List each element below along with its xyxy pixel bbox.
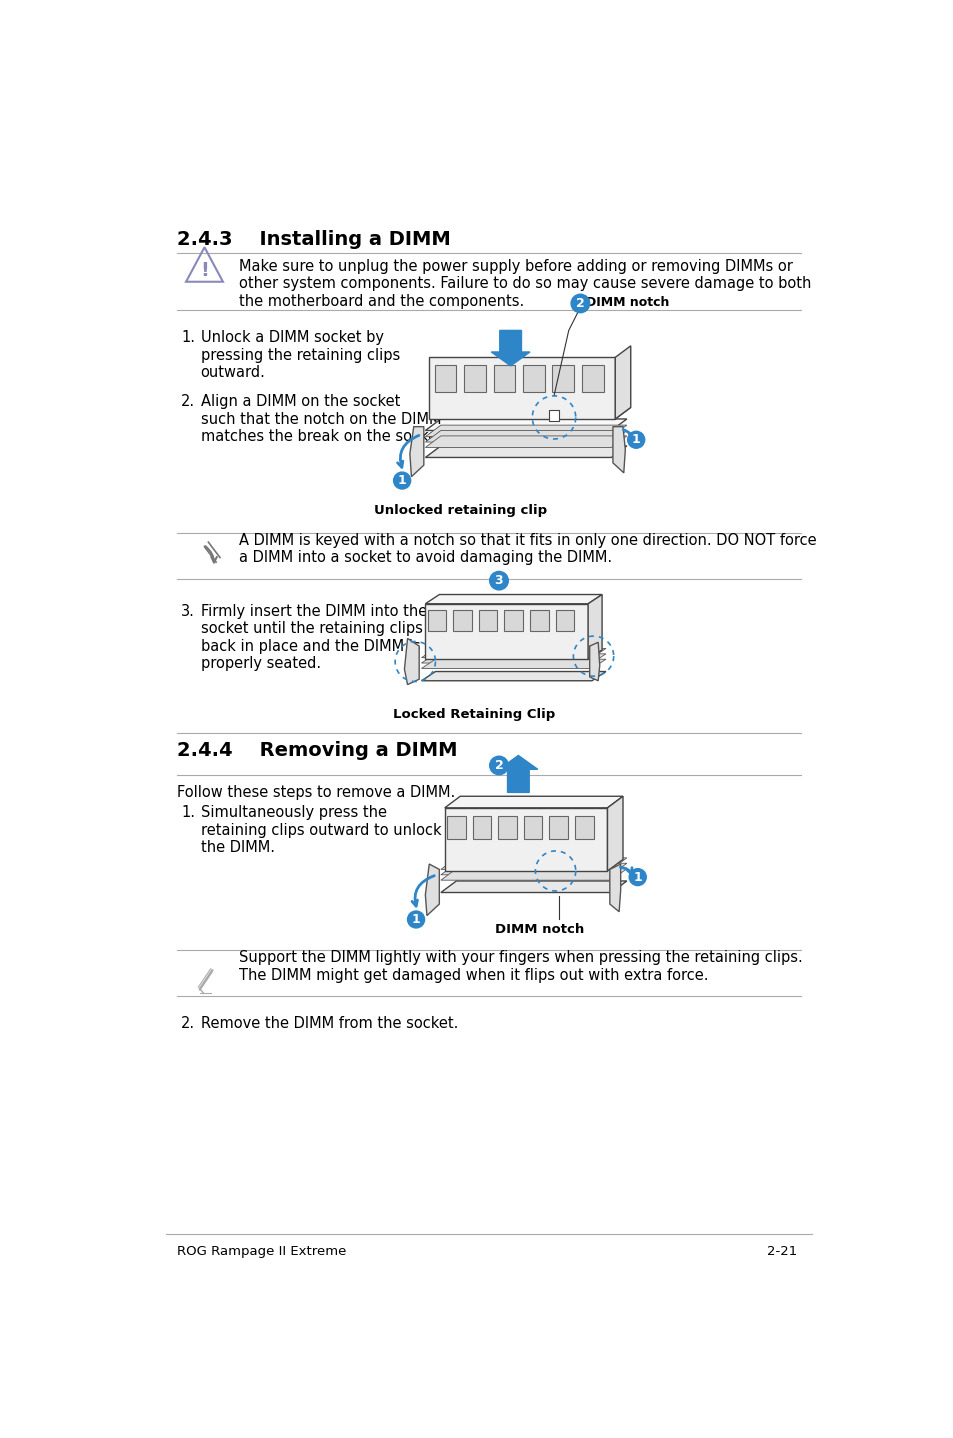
Text: Unlocked retaining clip: Unlocked retaining clip [374, 503, 546, 516]
Polygon shape [587, 594, 601, 659]
Polygon shape [410, 427, 423, 477]
Polygon shape [429, 358, 615, 418]
Text: 2.4.4    Removing a DIMM: 2.4.4 Removing a DIMM [177, 741, 457, 759]
FancyBboxPatch shape [472, 815, 491, 838]
Text: Support the DIMM lightly with your fingers when pressing the retaining clips.
Th: Support the DIMM lightly with your finge… [239, 951, 802, 982]
Text: Locked Retaining Clip: Locked Retaining Clip [393, 707, 555, 720]
Polygon shape [589, 643, 599, 680]
Circle shape [629, 869, 645, 886]
FancyBboxPatch shape [549, 815, 567, 838]
FancyArrow shape [491, 331, 530, 365]
FancyBboxPatch shape [493, 365, 515, 393]
Polygon shape [440, 858, 626, 870]
Polygon shape [607, 797, 622, 871]
Polygon shape [425, 426, 626, 437]
Polygon shape [421, 672, 605, 680]
FancyBboxPatch shape [549, 410, 558, 421]
Circle shape [407, 912, 424, 928]
Text: 2-21: 2-21 [766, 1245, 797, 1258]
Text: 2.: 2. [181, 1015, 195, 1031]
Text: Remove the DIMM from the socket.: Remove the DIMM from the socket. [200, 1015, 457, 1031]
FancyBboxPatch shape [555, 610, 574, 631]
Text: Make sure to unplug the power supply before adding or removing DIMMs or
other sy: Make sure to unplug the power supply bef… [239, 259, 811, 309]
Polygon shape [609, 864, 620, 912]
FancyBboxPatch shape [497, 815, 517, 838]
Text: 1: 1 [633, 870, 641, 883]
FancyBboxPatch shape [435, 365, 456, 393]
Polygon shape [425, 604, 587, 659]
FancyBboxPatch shape [575, 815, 593, 838]
FancyBboxPatch shape [504, 610, 522, 631]
Circle shape [489, 571, 508, 590]
Polygon shape [404, 638, 418, 684]
Text: 1.: 1. [181, 805, 195, 821]
Text: 1: 1 [397, 475, 406, 487]
Polygon shape [615, 345, 630, 418]
FancyBboxPatch shape [427, 610, 446, 631]
FancyBboxPatch shape [522, 365, 544, 393]
Text: !: ! [200, 262, 209, 280]
Polygon shape [421, 654, 605, 663]
FancyBboxPatch shape [523, 815, 542, 838]
FancyBboxPatch shape [552, 365, 574, 393]
Text: DIMM notch: DIMM notch [585, 296, 668, 309]
Polygon shape [444, 808, 607, 871]
Text: 1: 1 [631, 433, 639, 446]
Polygon shape [440, 881, 626, 893]
FancyBboxPatch shape [478, 610, 497, 631]
Text: Follow these steps to remove a DIMM.: Follow these steps to remove a DIMM. [177, 785, 456, 800]
Polygon shape [425, 864, 439, 916]
Polygon shape [425, 418, 626, 430]
Polygon shape [425, 436, 626, 447]
Circle shape [489, 756, 508, 775]
Text: 1.: 1. [181, 331, 195, 345]
FancyArrow shape [498, 755, 537, 792]
Circle shape [394, 472, 410, 489]
Polygon shape [612, 427, 624, 473]
Text: Simultaneously press the
retaining clips outward to unlock
the DIMM.: Simultaneously press the retaining clips… [200, 805, 441, 856]
Text: 2: 2 [576, 298, 584, 311]
Text: ROG Rampage II Extreme: ROG Rampage II Extreme [177, 1245, 346, 1258]
Polygon shape [425, 430, 626, 441]
Text: Align a DIMM on the socket
such that the notch on the DIMM
matches the break on : Align a DIMM on the socket such that the… [200, 394, 447, 444]
Text: A DIMM is keyed with a notch so that it fits in only one direction. DO NOT force: A DIMM is keyed with a notch so that it … [239, 533, 816, 565]
Polygon shape [440, 869, 626, 880]
FancyBboxPatch shape [453, 610, 472, 631]
Polygon shape [444, 797, 622, 808]
FancyBboxPatch shape [530, 610, 548, 631]
Polygon shape [429, 407, 630, 418]
Text: Firmly insert the DIMM into the
socket until the retaining clips snap
back in pl: Firmly insert the DIMM into the socket u… [200, 604, 462, 672]
Polygon shape [425, 594, 601, 604]
Text: 3: 3 [495, 574, 503, 587]
Polygon shape [440, 863, 626, 874]
Text: Unlock a DIMM socket by
pressing the retaining clips
outward.: Unlock a DIMM socket by pressing the ret… [200, 331, 399, 380]
Polygon shape [421, 659, 605, 669]
FancyBboxPatch shape [581, 365, 603, 393]
Text: DIMM notch: DIMM notch [495, 923, 584, 936]
FancyBboxPatch shape [464, 365, 485, 393]
Text: 2: 2 [494, 759, 503, 772]
Polygon shape [421, 649, 605, 657]
Text: 2.: 2. [181, 394, 195, 410]
Text: 2.4.3    Installing a DIMM: 2.4.3 Installing a DIMM [177, 230, 451, 249]
Text: 3.: 3. [181, 604, 195, 618]
Circle shape [571, 295, 589, 312]
Circle shape [627, 431, 644, 449]
Polygon shape [425, 446, 626, 457]
FancyBboxPatch shape [447, 815, 465, 838]
Text: 1: 1 [412, 913, 420, 926]
